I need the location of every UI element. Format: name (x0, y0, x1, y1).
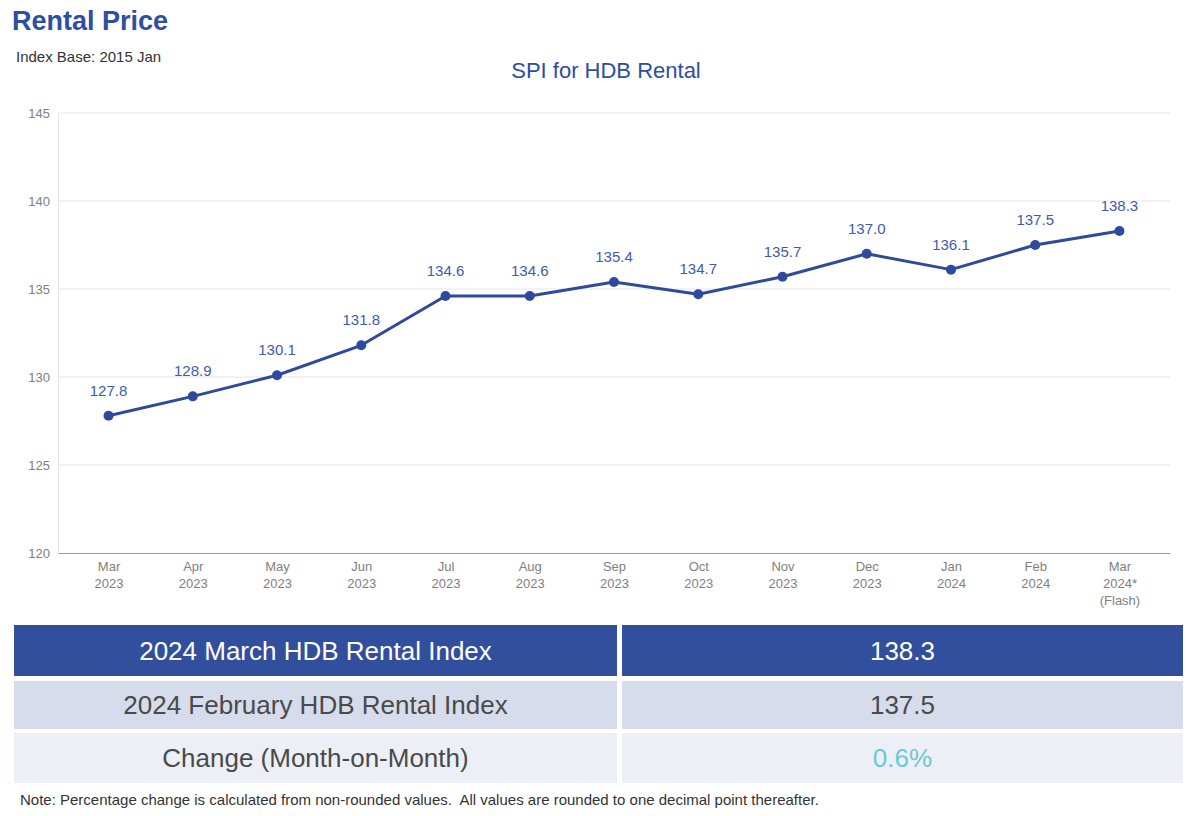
grid-line (58, 201, 1170, 202)
y-tick: 135 (28, 282, 58, 297)
table-cell (622, 625, 1183, 676)
marker (777, 272, 787, 282)
data-label: 137.0 (848, 220, 886, 237)
marker (1030, 240, 1040, 250)
data-label: 134.6 (427, 262, 465, 279)
summary-table: 2024 March HDB Rental Index 138.3 2024 Feb… (14, 625, 1183, 783)
data-label: 127.8 (90, 382, 128, 399)
x-tick-label: Jun2023 (347, 559, 376, 591)
x-tick-label: Apr2023 (179, 559, 208, 591)
table-text: Change (Month-on-Month) (162, 743, 468, 773)
data-label: 135.4 (595, 248, 633, 265)
y-tick-label: 145 (28, 106, 50, 121)
data-label: 134.7 (679, 260, 717, 277)
page-subtitle: Index Base: 2015 Jan (16, 48, 161, 65)
marker (609, 277, 619, 287)
data-label: 138.3 (1101, 197, 1139, 214)
table-cell (14, 681, 617, 729)
marker (441, 291, 451, 301)
x-tick-label: Mar2023 (95, 559, 124, 591)
x-tick-label: Nov2023 (769, 559, 798, 591)
plot-area (104, 226, 1125, 421)
data-label: 131.8 (342, 311, 380, 328)
y-tick-label: 120 (28, 546, 50, 561)
x-tick-label: Jan2024 (937, 559, 966, 591)
y-tick: 130 (28, 370, 58, 385)
grid-line (58, 465, 1170, 466)
marker (188, 391, 198, 401)
x-tick: Oct2023 (684, 559, 713, 591)
table-text: 2024 March HDB Rental Index (139, 636, 492, 666)
x-tick-label: May2023 (263, 559, 292, 591)
x-tick: Mar2023 (95, 559, 124, 591)
y-tick: 140 (28, 194, 58, 209)
x-tick: Aug2023 (516, 559, 545, 591)
chart-title: SPI for HDB Rental (511, 58, 701, 83)
x-tick-label: Sep2023 (600, 559, 629, 591)
data-label: 128.9 (174, 362, 212, 379)
x-tick-label: Dec2023 (853, 559, 882, 591)
y-tick: 120 (28, 546, 58, 561)
y-tick-label: 130 (28, 370, 50, 385)
y-tick-label: 125 (28, 458, 50, 473)
table-cell (14, 733, 617, 783)
note: Note: Percentage change is calculated fr… (20, 791, 819, 808)
data-labels: 127.8 128.9 130.1 131.8 134.6 134.6 135.4 134.7… (90, 197, 1138, 399)
table-cell (622, 681, 1183, 729)
data-label: 137.5 (1016, 211, 1054, 228)
x-tick-label: Mar2024*(Flash) (1100, 559, 1140, 608)
x-tick: Feb2024 (1021, 559, 1050, 591)
y-tick: 145 (28, 106, 58, 121)
y-axis-line (58, 114, 59, 554)
x-tick: Jul2023 (432, 559, 461, 591)
table-text: 0.6% (873, 743, 932, 773)
grid-line (58, 377, 1170, 378)
data-label: 135.7 (764, 243, 802, 260)
x-tick-label: Oct2023 (684, 559, 713, 591)
marker (1114, 226, 1124, 236)
x-tick: Dec2023 (853, 559, 882, 591)
marker (356, 340, 366, 350)
marker (946, 265, 956, 275)
x-tick: Jan2024 (937, 559, 966, 591)
table-text: 137.5 (870, 690, 935, 720)
grid (58, 113, 1170, 465)
x-tick-label: Feb2024 (1021, 559, 1050, 591)
marker (862, 249, 872, 259)
data-label: 134.6 (511, 262, 549, 279)
x-tick-label: Aug2023 (516, 559, 545, 591)
line (109, 231, 1120, 416)
marker (525, 291, 535, 301)
grid-line (58, 113, 1170, 114)
x-axis-line (59, 553, 1171, 554)
x-axis: Mar2023 Apr2023 May2023 Jun2023 Jul2023 Aug20… (59, 554, 1171, 609)
marker (104, 411, 114, 421)
x-tick: Nov2023 (769, 559, 798, 591)
x-tick: Sep2023 (600, 559, 629, 591)
x-tick: Apr2023 (179, 559, 208, 591)
page: Rental Price Index Base: 2015 Jan SPI for … (0, 0, 1200, 816)
data-label: 130.1 (258, 341, 296, 358)
marker (272, 370, 282, 380)
table-cell (622, 733, 1183, 783)
x-tick: Jun2023 (347, 559, 376, 591)
x-tick: May2023 (263, 559, 292, 591)
y-axis: 120 125 130 135 140 145 (28, 106, 58, 561)
y-tick-label: 135 (28, 282, 50, 297)
x-tick-label: Jul2023 (432, 559, 461, 591)
y-tick-label: 140 (28, 194, 50, 209)
x-tick: Mar2024*(Flash) (1100, 559, 1140, 608)
data-label: 136.1 (932, 236, 970, 253)
grid-line (58, 289, 1170, 290)
table-text: 2024 February HDB Rental Index (123, 690, 507, 720)
marker (693, 289, 703, 299)
table-text: 138.3 (870, 636, 935, 666)
page-title: Rental Price (12, 6, 168, 36)
table-cell (14, 625, 617, 676)
y-tick: 125 (28, 458, 58, 473)
